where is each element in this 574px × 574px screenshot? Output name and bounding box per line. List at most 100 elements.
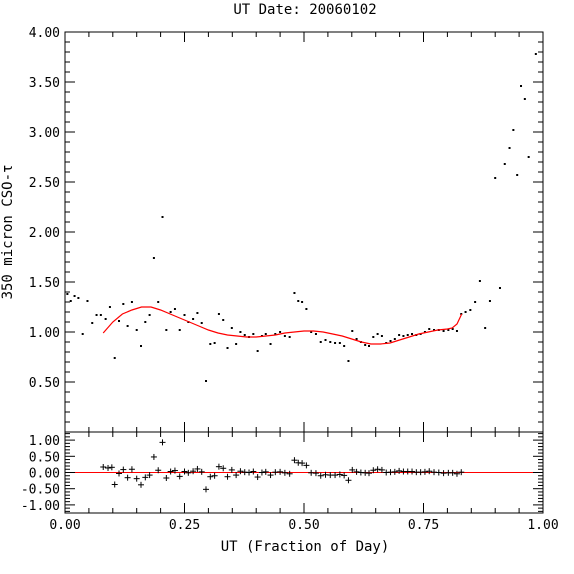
residual-tick-label: 1.00	[29, 434, 60, 449]
residual-tick-label: 0.00	[29, 467, 60, 482]
data-point	[447, 329, 450, 331]
data-point	[338, 342, 341, 344]
x-tick-labels: 0.00 0.25 0.50 0.75 1.00	[49, 518, 558, 533]
residual-ticks	[64, 432, 544, 513]
data-point	[301, 301, 304, 303]
residual-point	[142, 474, 149, 481]
data-point	[157, 301, 160, 303]
data-point	[288, 336, 291, 338]
y-tick-label: 1.50	[29, 276, 60, 291]
x-axis-label: UT (Fraction of Day)	[221, 539, 390, 555]
residual-point	[409, 468, 416, 475]
data-point	[230, 327, 233, 329]
residual-point	[317, 472, 324, 479]
data-point	[442, 330, 445, 332]
main-plot: 0.50 1.00 1.50 2.00 2.50 3.00 3.50 4.00	[29, 26, 544, 433]
residual-point	[116, 470, 123, 477]
residual-point	[171, 467, 178, 474]
residual-point	[246, 469, 253, 476]
y-tick-label: 3.00	[29, 126, 60, 141]
data-point	[217, 313, 220, 315]
residual-point	[211, 472, 218, 479]
data-point	[314, 333, 317, 335]
data-point	[398, 334, 401, 336]
data-point	[455, 330, 458, 332]
residual-point	[453, 470, 460, 477]
residual-point	[353, 468, 360, 475]
data-point	[324, 339, 327, 341]
data-points	[66, 53, 537, 382]
residual-point	[138, 481, 145, 488]
data-point	[343, 345, 346, 347]
data-point	[213, 342, 216, 344]
residual-point	[155, 467, 162, 474]
residual-point	[458, 469, 465, 476]
data-point	[148, 314, 151, 316]
data-point	[512, 129, 515, 131]
residual-tick-label: -0.50	[21, 483, 60, 498]
residual-point	[159, 439, 166, 446]
residual-plot: 1.000.500.00-0.50-1.00 0.00 0.25 0.50 0.75 1…	[21, 431, 559, 533]
data-point	[77, 297, 80, 299]
chart-title: UT Date: 20060102	[233, 2, 376, 18]
residual-point	[426, 468, 433, 475]
y-tick-label: 0.50	[29, 376, 60, 391]
data-point	[140, 345, 143, 347]
data-point	[523, 98, 526, 100]
residual-point	[133, 475, 140, 482]
data-point	[235, 343, 238, 345]
data-point	[73, 295, 76, 297]
residual-point	[312, 470, 319, 477]
x-tick-label: 1.00	[527, 518, 558, 533]
data-point	[169, 311, 172, 313]
data-point	[372, 336, 375, 338]
data-point	[305, 308, 308, 310]
data-point	[508, 147, 511, 149]
y-tick-label: 4.00	[29, 26, 60, 41]
data-point	[411, 333, 414, 335]
residual-point	[228, 466, 235, 473]
data-point	[252, 333, 255, 335]
data-point	[329, 341, 332, 343]
residual-point	[336, 471, 343, 478]
data-point	[144, 321, 147, 323]
residual-point	[120, 466, 127, 473]
residual-point	[167, 468, 174, 475]
residual-point	[220, 465, 227, 472]
residual-point	[262, 468, 269, 475]
residual-point	[391, 468, 398, 475]
y-tick-label: 2.50	[29, 176, 60, 191]
data-point	[297, 300, 300, 302]
residual-point	[366, 470, 373, 477]
data-point	[368, 345, 371, 347]
x-tick-label: 0.50	[288, 518, 319, 533]
data-point	[351, 330, 354, 332]
data-point	[200, 322, 203, 324]
data-point	[192, 318, 195, 320]
data-point	[264, 333, 267, 335]
residual-point	[237, 468, 244, 475]
data-point	[402, 335, 405, 337]
residual-point	[163, 475, 170, 482]
data-point	[108, 306, 111, 308]
residual-point	[449, 469, 456, 476]
residual-tick-labels: 1.000.50 0.00-0.50-1.00	[21, 434, 60, 514]
x-tick-label: 0.00	[49, 518, 80, 533]
residual-point	[286, 470, 293, 477]
data-point	[122, 303, 125, 305]
data-point	[464, 311, 467, 313]
x-tick-label: 0.25	[169, 518, 200, 533]
residual-point	[207, 473, 214, 480]
data-point	[209, 343, 212, 345]
residual-point	[185, 469, 192, 476]
residual-points	[100, 439, 465, 493]
residual-point	[215, 463, 222, 470]
data-point	[183, 314, 186, 316]
residual-point	[374, 466, 381, 473]
residual-point	[291, 457, 298, 464]
data-point	[293, 292, 296, 294]
residual-point	[190, 468, 197, 475]
data-point	[433, 329, 436, 331]
data-point	[81, 333, 84, 335]
data-point	[534, 53, 537, 55]
